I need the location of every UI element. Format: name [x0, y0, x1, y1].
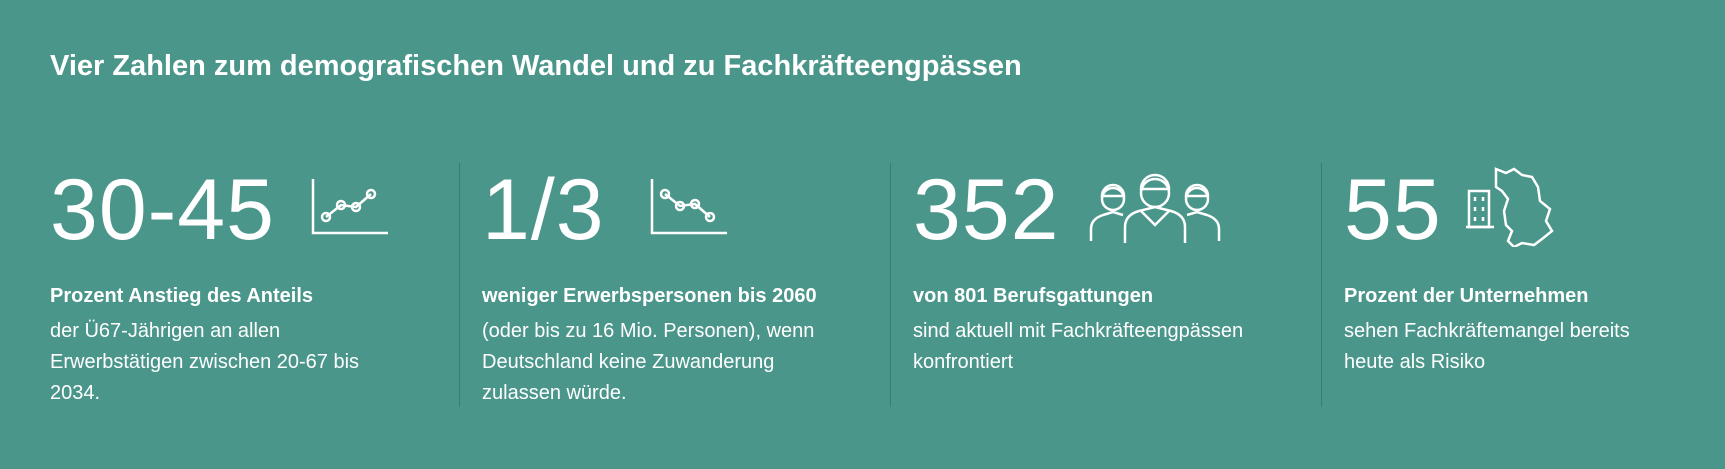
icon-company-germany — [1466, 167, 1554, 247]
stat-description: (oder bis zu 16 Mio. Personen), wenn Deu… — [482, 316, 814, 409]
stat-column: 30-45 Prozent Anstieg des Anteils der Ü6… — [50, 162, 450, 404]
stat-description: sind aktuell mit Fachkräfteengpässen kon… — [913, 316, 1243, 378]
stat-description: sehen Fachkräftemangel bereits heute als… — [1344, 316, 1630, 378]
stat-number: 55 — [1344, 162, 1442, 258]
text-line: Erwerbstätigen zwischen 20-67 bis — [50, 351, 360, 373]
text-line: sind aktuell mit Fachkräfteengpässen — [913, 320, 1244, 342]
stat-column: 55 Prozent der Unternehmen sehen Fachkrä… — [1344, 162, 1725, 373]
stat-description: der Ü67-Jährigen an allen Erwerbstätigen… — [50, 316, 359, 409]
icon-trend-up — [311, 179, 388, 235]
text-line: heute als Risiko — [1344, 351, 1486, 373]
text-line: (oder bis zu 16 Mio. Personen), wenn — [482, 320, 815, 342]
text-line: Deutschland keine Zuwanderung — [482, 351, 775, 373]
divider — [459, 163, 460, 407]
stat-number: 1/3 — [482, 162, 605, 258]
text-line: sehen Fachkräftemangel bereits — [1344, 320, 1630, 342]
text-line: konfrontiert — [913, 351, 1014, 373]
stat-headline: weniger Erwerbspersonen bis 2060 — [482, 285, 817, 307]
text-line: 2034. — [50, 382, 101, 404]
text-line: zulassen würde. — [482, 382, 627, 404]
stat-column: 352 von 801 Berufsgattungen sind aktuell… — [913, 162, 1313, 373]
text-line: der Ü67-Jährigen an allen — [50, 320, 281, 342]
divider — [1321, 163, 1322, 407]
icon-workers — [1089, 173, 1221, 243]
divider — [890, 163, 891, 407]
stat-number: 352 — [913, 162, 1060, 258]
stat-number: 30-45 — [50, 162, 275, 258]
title: Vier Zahlen zum demografischen Wandel un… — [50, 50, 1022, 82]
stat-column: 1/3 weniger Erwerbspersonen bis 2060 (od… — [482, 162, 882, 404]
icon-trend-down — [650, 179, 727, 235]
stat-headline: Prozent Anstieg des Anteils — [50, 285, 314, 307]
stat-headline: Prozent der Unternehmen — [1344, 285, 1589, 307]
stat-headline: von 801 Berufsgattungen — [913, 285, 1154, 307]
